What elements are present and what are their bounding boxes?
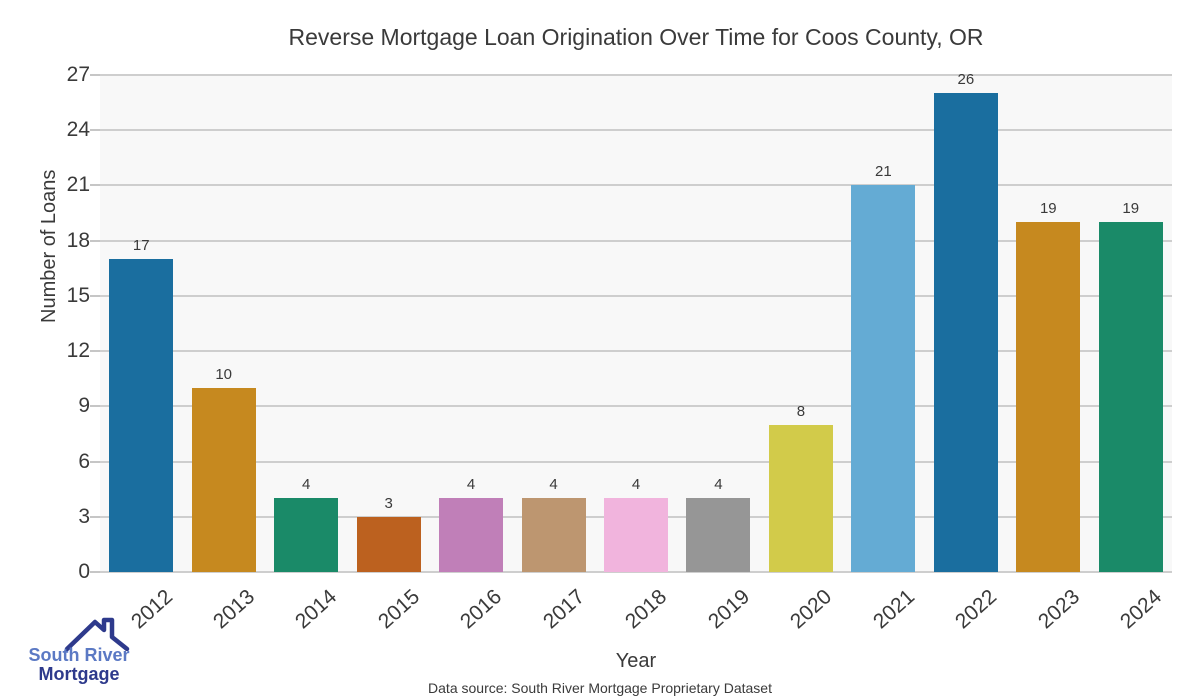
y-tick-label-12: 12 — [66, 339, 90, 363]
gridline-y-18 — [100, 239, 1172, 242]
y-tick-mark-18 — [90, 239, 100, 242]
bar-2020 — [768, 424, 833, 572]
plot-area: Number of Loans 0 3 6 9 12 15 18 21 24 27 17 2012 10… — [38, 64, 1172, 633]
y-tick-mark-21 — [90, 184, 100, 187]
y-tick-label-0: 0 — [78, 560, 90, 583]
bar-2014 — [274, 498, 339, 572]
value-label-2021: 21 — [875, 163, 892, 181]
gridline-y-21 — [100, 184, 1172, 187]
x-tick-label-2017: 2017 — [538, 585, 589, 634]
y-tick-mark-3 — [90, 515, 100, 518]
y-tick-mark-12 — [90, 350, 100, 353]
value-label-2014: 4 — [301, 476, 311, 494]
y-tick-mark-6 — [90, 460, 100, 463]
x-axis-title: Year — [615, 650, 657, 672]
x-tick-label-2022: 2022 — [951, 585, 1002, 634]
x-tick-label-2015: 2015 — [373, 585, 425, 634]
x-tick-label-2016: 2016 — [456, 585, 507, 634]
roof-outline — [64, 617, 130, 651]
y-tick-label-18: 18 — [66, 228, 90, 252]
y-tick-mark-27 — [90, 74, 100, 76]
logo-text-mortgage: Mortgage — [38, 664, 120, 684]
value-label-2023: 19 — [1039, 200, 1057, 218]
y-tick-mark-0 — [90, 571, 100, 573]
bar-2021 — [851, 185, 916, 572]
x-tick-label-2013: 2013 — [208, 585, 260, 634]
gridline-y-6 — [100, 460, 1172, 463]
data-source-note: Data source: South River Mortgage Propri… — [428, 680, 772, 696]
value-label-2013: 10 — [215, 365, 233, 383]
bar-2019 — [686, 498, 751, 572]
bar-2015 — [356, 516, 421, 572]
gridline-y-9 — [100, 405, 1172, 408]
value-label-2015: 3 — [384, 494, 393, 512]
x-tick-label-2019: 2019 — [703, 585, 754, 634]
value-label-2017: 4 — [549, 476, 558, 494]
x-tick-label-2020: 2020 — [786, 585, 837, 634]
house-roof-icon — [64, 617, 130, 651]
bar-2016 — [439, 498, 504, 572]
gridline-y-0 — [100, 571, 1172, 573]
y-tick-label-24: 24 — [66, 118, 90, 142]
logo-text-south-river: South River — [28, 645, 130, 665]
south-river-mortgage-logo: South River Mortgage — [14, 617, 154, 689]
y-tick-label-21: 21 — [66, 173, 90, 197]
value-label-2012: 17 — [132, 237, 150, 255]
y-tick-mark-15 — [90, 294, 100, 297]
bar-2023 — [1016, 222, 1081, 572]
y-tick-label-27: 27 — [66, 63, 90, 86]
y-tick-label-3: 3 — [78, 504, 90, 528]
gridline-y-27 — [100, 74, 1172, 76]
x-tick-label-2023: 2023 — [1033, 585, 1084, 634]
gridline-y-24 — [100, 129, 1172, 132]
x-tick-label-2024: 2024 — [1116, 585, 1167, 634]
value-label-2022: 26 — [957, 71, 975, 89]
bar-2022 — [933, 93, 998, 572]
gridline-y-12 — [100, 350, 1172, 353]
bar-2017 — [521, 498, 586, 572]
bar-2012 — [109, 259, 174, 572]
value-label-2020: 8 — [796, 402, 806, 420]
bar-2013 — [191, 387, 256, 572]
y-tick-label-9: 9 — [78, 394, 90, 418]
y-tick-mark-9 — [90, 405, 100, 408]
y-tick-mark-24 — [90, 129, 100, 132]
bar-2018 — [604, 498, 668, 572]
x-tick-label-2018: 2018 — [621, 585, 672, 634]
y-tick-label-15: 15 — [66, 283, 90, 307]
y-tick-label-6: 6 — [78, 449, 90, 473]
gridline-y-15 — [100, 294, 1172, 297]
chart-title: Reverse Mortgage Loan Origination Over T… — [288, 24, 984, 50]
x-tick-label-2014: 2014 — [291, 585, 342, 634]
value-label-2016: 4 — [466, 476, 476, 494]
x-tick-label-2021: 2021 — [868, 585, 919, 634]
value-label-2018: 4 — [631, 476, 641, 494]
value-label-2024: 19 — [1122, 200, 1140, 218]
bar-2024 — [1098, 222, 1163, 572]
value-label-2019: 4 — [714, 476, 723, 494]
